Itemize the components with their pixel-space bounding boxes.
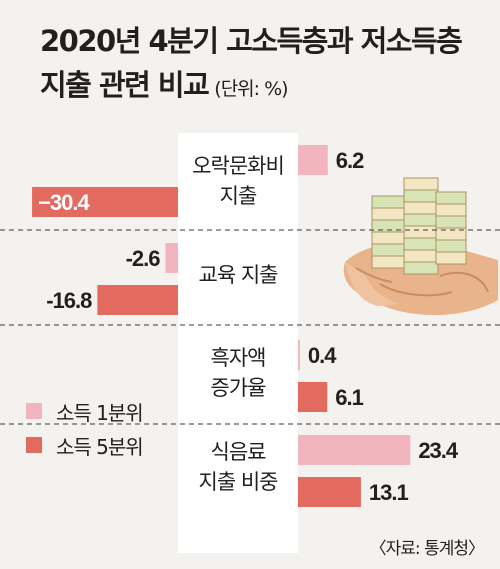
bar-q1-cat1	[165, 243, 178, 273]
bar-q5-cat1	[97, 285, 178, 315]
data-label-q5-cat0: −30.4	[38, 190, 90, 215]
legend-item-q5: 소득 5분위	[26, 428, 144, 462]
data-label-q1-cat2: 0.4	[308, 343, 337, 368]
data-label-q5-cat1: -16.8	[46, 288, 92, 313]
hand-holding-money-stacks-icon	[343, 177, 498, 316]
data-label-q5-cat2: 6.1	[335, 385, 363, 410]
legend-item-q1: 소득 1분위	[26, 394, 144, 428]
data-label-q1-cat1: -2.6	[126, 246, 161, 271]
chart-title-text: 지출 관련 비교	[40, 68, 210, 102]
data-label-q1-cat0: 6.2	[336, 148, 364, 173]
category-label-0-line0: 오락문화비	[192, 154, 284, 178]
category-label-3-line0: 식음료	[211, 440, 267, 464]
legend-swatch-q1	[26, 403, 42, 419]
bar-q5-cat3	[298, 477, 361, 507]
data-label-q1-cat3: 23.4	[418, 438, 459, 463]
bar-q5-cat2	[298, 382, 328, 412]
chart-title-line2: 지출 관련 비교 (단위: %)	[40, 62, 289, 104]
legend: 소득 1분위 소득 5분위	[26, 394, 144, 462]
unit-label: (단위: %)	[214, 78, 288, 100]
bar-q1-cat0	[298, 145, 328, 175]
bar-q1-cat3	[298, 435, 411, 465]
legend-label-q5: 소득 5분위	[56, 434, 144, 459]
chart-title-line1: 2020년 4분기 고소득층과 저소득층	[40, 24, 463, 58]
category-label-0-line1: 지출	[220, 184, 257, 208]
bar-q5-cat0	[32, 187, 178, 217]
source-note: 〈자료: 통계청〉	[369, 539, 485, 559]
category-panel	[178, 133, 298, 553]
legend-label-q1: 소득 1분위	[56, 400, 144, 425]
legend-swatch-q5	[26, 437, 42, 453]
bar-q1-cat2	[298, 340, 300, 370]
category-label-1-line0: 교육 지출	[199, 263, 279, 287]
data-label-q5-cat3: 13.1	[369, 480, 409, 505]
category-label-3-line1: 지출 비중	[199, 470, 279, 494]
category-label-2-line0: 흑자액	[211, 346, 266, 370]
category-label-2-line1: 증가율	[211, 376, 267, 400]
